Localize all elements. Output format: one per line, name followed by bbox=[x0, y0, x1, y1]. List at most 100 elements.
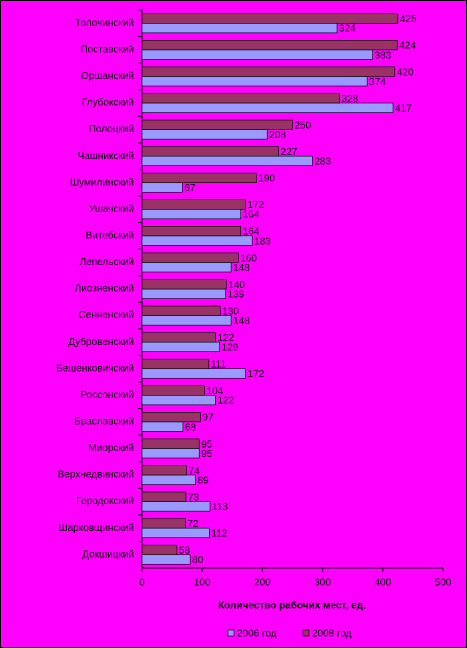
y-tick-label: Поставский bbox=[80, 44, 134, 55]
bar bbox=[141, 501, 211, 512]
x-axis-title: Количество рабочих мест, ед. bbox=[218, 600, 366, 612]
bar bbox=[141, 438, 200, 449]
bar bbox=[141, 235, 253, 246]
bar bbox=[141, 368, 246, 379]
data-label: 383 bbox=[375, 50, 392, 61]
data-label: 89 bbox=[198, 475, 210, 486]
bar bbox=[141, 199, 246, 210]
data-label: 68 bbox=[185, 422, 197, 433]
y-tick-label: Шумилинский bbox=[70, 177, 134, 188]
bar bbox=[141, 341, 220, 353]
data-label: 95 bbox=[201, 439, 213, 450]
y-tick-label: Толочинский bbox=[75, 18, 134, 29]
data-label: 160 bbox=[240, 253, 257, 264]
y-tick-label: Бешенковичский bbox=[56, 363, 134, 374]
bar bbox=[141, 182, 183, 193]
y-tick-label: Россонский bbox=[80, 390, 134, 401]
data-label: 113 bbox=[212, 502, 228, 513]
data-label: 324 bbox=[339, 24, 356, 35]
x-tick-label: 100 bbox=[194, 578, 211, 589]
bar bbox=[141, 262, 232, 273]
bar bbox=[141, 358, 210, 370]
legend-swatch bbox=[302, 629, 310, 637]
x-tick-label: 0 bbox=[139, 578, 145, 589]
x-tick-label: 200 bbox=[254, 578, 271, 589]
data-label: 122 bbox=[217, 396, 234, 407]
bar bbox=[141, 288, 226, 299]
data-label: 72 bbox=[187, 519, 199, 530]
y-tick-label: Оршанский bbox=[81, 71, 134, 82]
data-label: 95 bbox=[201, 449, 213, 460]
y-tick-label: Дубровенский bbox=[68, 336, 134, 348]
data-label: 183 bbox=[254, 236, 271, 247]
bar bbox=[141, 76, 368, 87]
data-label: 164 bbox=[243, 227, 260, 238]
y-tick-label: Верхнедвинский bbox=[58, 470, 134, 481]
data-label: 122 bbox=[217, 333, 234, 344]
bar bbox=[141, 527, 210, 539]
data-label: 164 bbox=[243, 210, 260, 221]
y-tick-label: Витебский bbox=[86, 229, 134, 241]
data-label: 97 bbox=[202, 413, 214, 424]
data-label: 250 bbox=[295, 120, 312, 131]
legend-label: 2008 год bbox=[312, 629, 352, 640]
bar bbox=[141, 279, 227, 290]
bar bbox=[141, 22, 338, 34]
bar bbox=[141, 332, 216, 343]
bar bbox=[141, 129, 268, 140]
data-label: 425 bbox=[400, 14, 417, 25]
y-tick-label: Сенненский bbox=[79, 310, 134, 321]
bar bbox=[141, 305, 221, 316]
bar bbox=[141, 66, 396, 77]
data-label: 139 bbox=[228, 289, 245, 300]
x-tick-label: 400 bbox=[374, 578, 391, 589]
bar bbox=[141, 252, 239, 263]
data-label: 227 bbox=[281, 147, 298, 158]
bar bbox=[141, 208, 242, 220]
bar bbox=[141, 93, 340, 104]
data-label: 129 bbox=[222, 343, 239, 354]
y-tick-label: Лиозненский bbox=[75, 284, 134, 295]
bar bbox=[141, 421, 184, 432]
data-label: 208 bbox=[269, 130, 286, 141]
data-label: 67 bbox=[184, 183, 196, 194]
y-tick-label: Лепельский bbox=[80, 257, 134, 268]
bar bbox=[141, 518, 186, 529]
y-tick-label: Ушачский bbox=[89, 204, 134, 215]
bar bbox=[141, 172, 257, 184]
legend-label: 2006 год bbox=[237, 629, 277, 640]
data-label: 58 bbox=[179, 546, 191, 557]
bar bbox=[141, 491, 187, 502]
bar bbox=[141, 385, 205, 396]
data-label: 328 bbox=[341, 94, 358, 105]
bar bbox=[141, 119, 293, 130]
x-tick-label: 500 bbox=[435, 578, 452, 589]
y-tick-label: Чашникский bbox=[78, 151, 134, 162]
data-label: 417 bbox=[395, 103, 412, 114]
y-tick-label: Полоцкий bbox=[89, 124, 134, 135]
data-label: 111 bbox=[211, 360, 227, 371]
data-label: 80 bbox=[192, 555, 204, 566]
y-tick-label: Миорский bbox=[88, 443, 134, 454]
data-label: 148 bbox=[233, 316, 250, 327]
data-label: 130 bbox=[222, 306, 239, 317]
data-label: 104 bbox=[207, 386, 224, 397]
bar bbox=[141, 49, 373, 60]
y-tick-label: Докшицкий bbox=[82, 549, 134, 560]
y-tick-label: Городокский bbox=[76, 496, 134, 507]
y-tick-label: Шарковщинский bbox=[58, 523, 134, 534]
data-label: 190 bbox=[258, 174, 275, 185]
bar bbox=[141, 13, 399, 24]
bar bbox=[141, 544, 178, 556]
bar bbox=[141, 394, 216, 406]
y-tick-label: Браславский bbox=[74, 416, 134, 427]
data-label: 112 bbox=[211, 529, 227, 540]
data-label: 374 bbox=[369, 77, 386, 88]
data-label: 172 bbox=[248, 369, 265, 380]
data-label: 148 bbox=[233, 263, 250, 274]
bar bbox=[141, 474, 196, 485]
data-label: 424 bbox=[399, 41, 416, 52]
bar bbox=[141, 315, 232, 326]
bar bbox=[141, 225, 242, 237]
x-tick-label: 300 bbox=[314, 578, 331, 589]
